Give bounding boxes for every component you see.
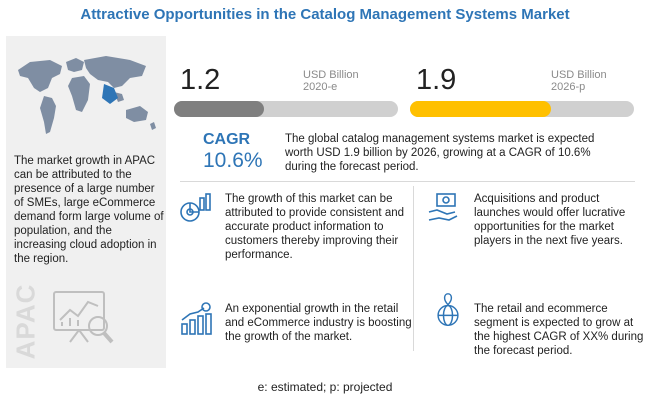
globe-pin-icon [437, 293, 459, 327]
presentation-board-icon [53, 291, 114, 344]
bar-fill-2026 [410, 101, 551, 117]
cagr-description: The global catalog management systems ma… [285, 133, 595, 173]
cagr-label: CAGR [203, 131, 251, 148]
money-hand-icon [428, 193, 458, 221]
unit-2026: USD Billion 2026-p [551, 69, 607, 93]
market-value-2026: 1.9 [416, 64, 457, 96]
footnote: e: estimated; p: projected [257, 380, 393, 394]
block-text-4: The retail and ecommerce segment is expe… [474, 303, 644, 357]
unit-label-2020: USD Billion [303, 69, 359, 81]
growth-bars-icon [181, 302, 212, 335]
unit-label-2026: USD Billion [551, 69, 607, 81]
chart-gears-icon [180, 193, 211, 222]
horizontal-divider [180, 181, 635, 182]
apac-panel: The market growth in APAC can be attribu… [6, 36, 166, 368]
world-map-icon [18, 56, 156, 134]
unit-2020: USD Billion 2020-e [303, 69, 359, 93]
block-text-2: Acquisitions and product launches would … [474, 193, 626, 247]
apac-vertical-label: APAC [10, 283, 41, 360]
market-value-2020: 1.2 [180, 64, 221, 96]
vertical-divider [413, 186, 414, 351]
year-label-2026: 2026-p [551, 81, 586, 93]
page-title: Attractive Opportunities in the Catalog … [80, 6, 570, 23]
year-label-2020: 2020-e [303, 81, 338, 93]
bar-fill-2020 [174, 101, 264, 117]
cagr-value: 10.6% [203, 149, 263, 172]
apac-description: The market growth in APAC can be attribu… [14, 155, 164, 265]
block-text-1: The growth of this market can be attribu… [225, 193, 405, 261]
block-text-3: An exponential growth in the retail and … [225, 303, 412, 343]
